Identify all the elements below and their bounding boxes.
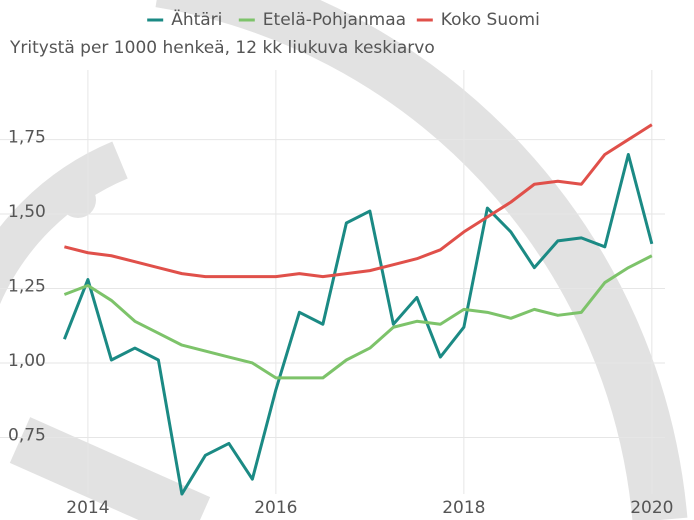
legend-label: Ähtäri [171,9,222,30]
x-tick-label: 2020 [630,498,673,518]
y-tick-label: 0,75 [8,425,46,445]
line [63,254,653,380]
y-tick-label: 1,25 [8,277,46,297]
y-tick-label: 1,75 [8,128,46,148]
subtitle: Yritystä per 1000 henkeä, 12 kk liukuva … [9,38,435,58]
legend-label: Etelä-Pohjanmaa [263,10,406,30]
x-tick-label: 2014 [66,498,109,518]
line [63,152,654,496]
y-tick-label: 1,00 [8,351,46,371]
y-tick-label: 1,50 [8,202,46,222]
line [64,123,653,279]
x-tick-label: 2018 [442,498,485,518]
legend-label: Koko Suomi [441,10,540,30]
x-tick-label: 2016 [254,498,297,518]
